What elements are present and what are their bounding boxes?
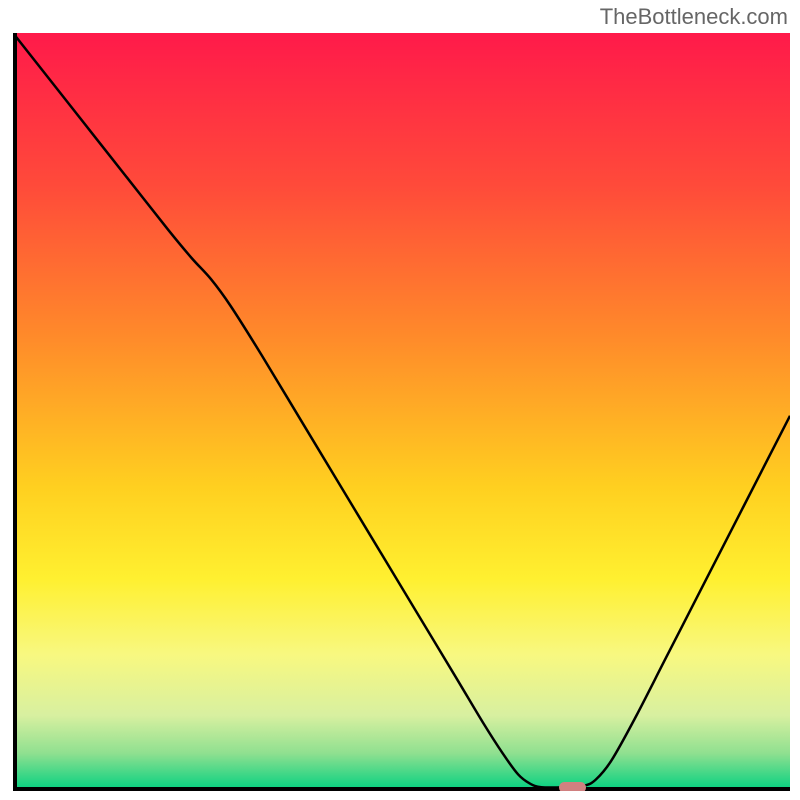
x-axis xyxy=(13,787,790,791)
gradient-background xyxy=(13,33,790,791)
watermark-text: TheBottleneck.com xyxy=(600,4,788,30)
chart-frame xyxy=(13,33,790,791)
y-axis xyxy=(13,33,17,791)
optimal-marker xyxy=(559,782,586,791)
